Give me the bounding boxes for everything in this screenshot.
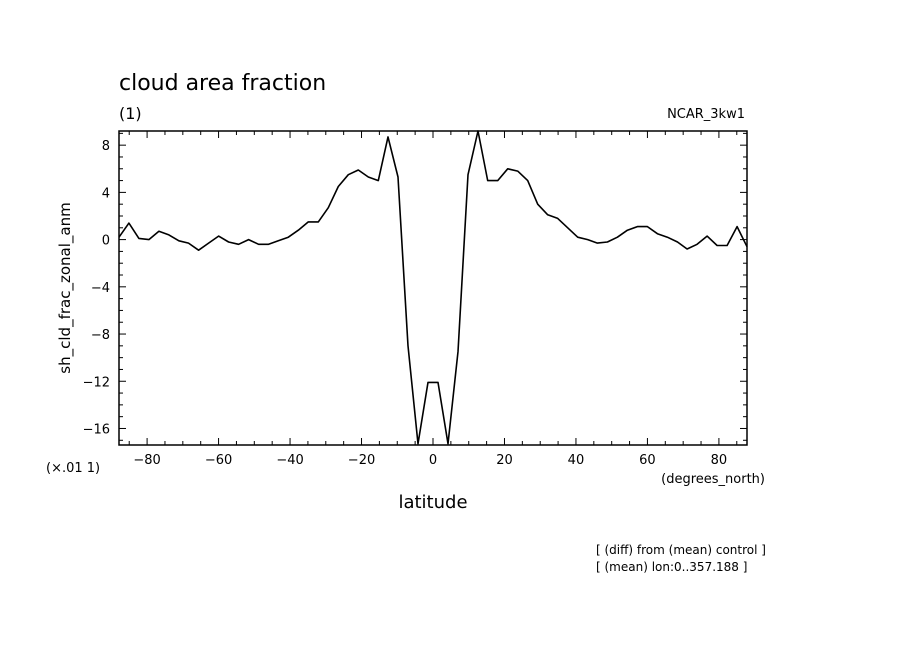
x-ticks: −80 −60 −40 −20 0 20 40 60 80 xyxy=(128,131,738,468)
x-tick-label: −40 xyxy=(276,453,303,468)
y-axis-label: sh_cld_frac_zonal_anm xyxy=(56,202,75,373)
plot-area: −80 −60 −40 −20 0 20 40 60 80 840−4−8−12−16 xyxy=(83,130,748,468)
note-diff: [ (diff) from (mean) control ] xyxy=(596,543,766,557)
x-tick-label: −20 xyxy=(348,453,375,468)
plot-frame xyxy=(118,130,748,446)
series-line xyxy=(118,130,748,445)
y-ticks: 8 4 0 −4 −8 −12 −16 xyxy=(83,132,747,441)
x-tick-label: 60 xyxy=(639,453,656,468)
x-tick-label: −60 xyxy=(205,453,232,468)
y-tick-label: −16 xyxy=(83,422,110,437)
y-tick-label: −12 xyxy=(83,375,110,390)
x-tick-label: −80 xyxy=(133,453,160,468)
x-tick-label: 0 xyxy=(429,453,437,468)
units-label: (1) xyxy=(119,104,142,123)
y-tick-label: 0 xyxy=(102,234,110,249)
model-label: NCAR_3kw1 xyxy=(667,107,745,122)
x-axis-label: latitude xyxy=(398,492,467,513)
x-tick-label: 80 xyxy=(711,453,728,468)
note-mean: [ (mean) lon:0..357.188 ] xyxy=(596,560,747,574)
x-units-label: (degrees_north) xyxy=(661,472,765,487)
y-tick-label: 8 xyxy=(102,139,110,154)
x-tick-label: 20 xyxy=(496,453,513,468)
y-tick-label: −4 xyxy=(91,281,110,296)
chart-title: cloud area fraction xyxy=(119,71,326,96)
y-scale-note: (×.01 1) xyxy=(46,461,100,476)
y-tick-label: −8 xyxy=(91,328,110,343)
y-tick-label: 4 xyxy=(102,186,110,201)
x-tick-label: 40 xyxy=(568,453,585,468)
